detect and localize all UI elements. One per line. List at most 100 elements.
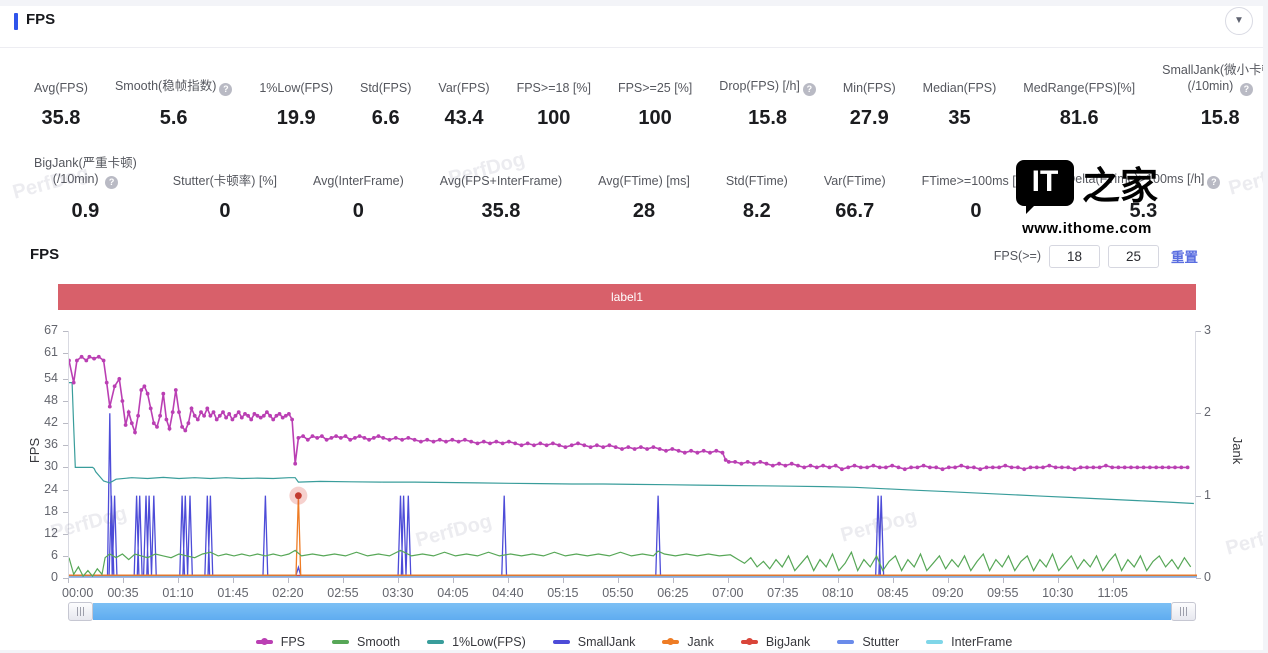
series-point	[183, 428, 188, 433]
stat-value: 0	[352, 200, 364, 222]
series-point	[852, 463, 857, 468]
series-point	[205, 406, 210, 411]
series-point	[764, 461, 769, 466]
series-point	[488, 441, 492, 446]
legend-item-1-low-fps-[interactable]: 1%Low(FPS)	[427, 635, 526, 649]
stat-value: 0	[219, 200, 231, 222]
fps-threshold-input-2[interactable]	[1108, 244, 1159, 268]
y-axis-tick-label: 6	[51, 547, 58, 562]
chart-plot-area[interactable]	[68, 331, 1197, 578]
stat-value: 15.8	[748, 107, 788, 129]
series-point	[733, 460, 737, 464]
collapse-button[interactable]: ▼	[1225, 7, 1253, 35]
series-point	[84, 358, 89, 363]
series-point	[695, 450, 700, 455]
series-point	[243, 412, 247, 416]
series-point	[214, 417, 219, 422]
series-point	[186, 421, 191, 426]
help-icon[interactable]: ?	[1239, 83, 1253, 96]
x-axis-tick-label: 05:50	[602, 586, 634, 600]
legend-item-stutter[interactable]: Stutter	[837, 635, 899, 649]
series-point	[783, 463, 788, 468]
stat-label: Min(FPS)	[842, 81, 896, 95]
datazoom-handle-right[interactable]	[1171, 602, 1196, 621]
y-axis-tick-label: 67	[44, 323, 58, 337]
legend-marker-icon	[926, 640, 944, 644]
series-point	[821, 463, 825, 468]
selected-point-dot[interactable]	[294, 492, 302, 500]
series-point	[1173, 465, 1177, 470]
series-point	[249, 417, 254, 422]
series-point	[96, 354, 101, 359]
y-axis-tick-label: 36	[44, 437, 58, 452]
series-point	[500, 441, 505, 446]
series-point	[902, 467, 907, 472]
series-point	[271, 417, 276, 422]
series-point	[953, 465, 957, 470]
series-point	[588, 445, 593, 449]
legend-item-jank[interactable]: Jank	[662, 635, 714, 649]
help-icon[interactable]: ?	[1207, 176, 1221, 189]
series-point	[723, 458, 728, 462]
x-axis-tick-label: 05:15	[547, 586, 579, 600]
y-axis-tick-label: 42	[44, 415, 58, 430]
stat-label: Avg(InterFrame)	[312, 174, 404, 188]
help-icon[interactable]: ?	[802, 83, 816, 96]
series-point	[676, 448, 681, 453]
datazoom-scrollbar[interactable]	[68, 602, 1196, 621]
datazoom-range[interactable]	[93, 603, 1171, 620]
legend-item-bigjank[interactable]: BigJank	[740, 635, 810, 649]
series-point	[258, 415, 263, 420]
series-point	[75, 358, 79, 363]
stat-item: Drop(FPS) [/h]? 15.8	[719, 78, 816, 130]
series-point	[1141, 465, 1146, 470]
legend-marker-icon	[427, 640, 445, 644]
series-point	[1022, 467, 1027, 472]
stat-value: 0.9	[71, 200, 100, 222]
datazoom-handle-left[interactable]	[68, 602, 93, 621]
series-point	[846, 465, 851, 470]
series-point	[1041, 465, 1045, 470]
series-fps-line	[69, 355, 1188, 471]
series-point	[814, 465, 819, 470]
help-icon[interactable]: ?	[219, 83, 233, 96]
series-point	[595, 443, 599, 448]
stat-value: 5.3	[1129, 200, 1158, 222]
label-banner: label1	[58, 284, 1196, 310]
series-point	[142, 384, 147, 389]
legend-item-interframe[interactable]: InterFrame	[926, 635, 1012, 649]
series-point	[802, 465, 807, 470]
series-point	[177, 410, 181, 414]
series-point	[607, 443, 612, 448]
perfdog-watermark: PerfDog	[1226, 158, 1268, 200]
help-icon[interactable]: ?	[105, 176, 119, 189]
series-point	[538, 441, 543, 446]
stats-row-1: Avg(FPS) 35.8 Smooth(稳帧指数)? 5.6 1%Low(FPS) 19…	[34, 62, 1268, 130]
legend-item-smalljank[interactable]: SmallJank	[552, 635, 635, 649]
series-point	[133, 430, 137, 435]
chart-section-title: FPS	[30, 246, 60, 263]
ithome-url: www.ithome.com	[1022, 220, 1152, 237]
series-point	[770, 463, 775, 468]
series-point	[1091, 465, 1096, 470]
series-point	[525, 441, 530, 446]
legend-item-smooth[interactable]: Smooth	[332, 635, 400, 649]
stat-label: Drop(FPS) [/h]?	[719, 78, 816, 96]
legend-item-fps[interactable]: FPS	[255, 635, 305, 649]
stat-label: FPS>=25 [%]	[617, 81, 693, 95]
series-point	[69, 358, 71, 363]
legend-marker-icon	[662, 638, 680, 646]
series-point	[265, 410, 269, 414]
series-point	[437, 437, 442, 442]
reset-link[interactable]: 重置	[1171, 250, 1198, 265]
series-point	[865, 465, 869, 470]
series-point	[236, 410, 241, 414]
series-point	[833, 463, 838, 468]
stat-item: FPS>=18 [%] 100	[517, 80, 591, 130]
series-point	[305, 437, 310, 442]
series-point	[984, 465, 989, 470]
stat-value: 35.8	[481, 200, 521, 222]
fps-threshold-input-1[interactable]	[1049, 244, 1100, 268]
stat-value: 0	[970, 200, 982, 222]
series-point	[239, 415, 244, 420]
